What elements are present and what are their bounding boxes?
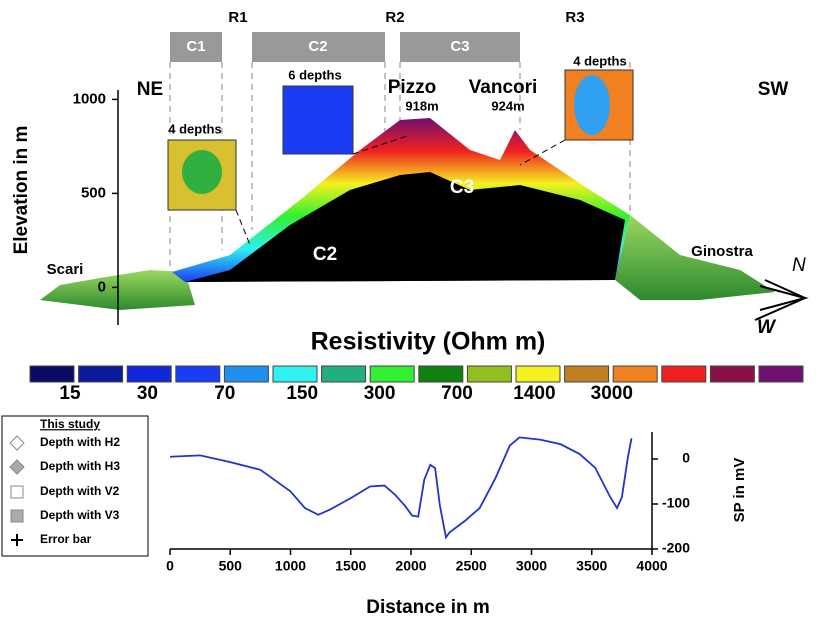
x-tick-label: 3000 [516, 558, 547, 574]
x-axis-title: Distance in m [366, 597, 490, 618]
legend-symbol [10, 509, 24, 523]
profile-bar [170, 32, 222, 62]
colorbar-title: Resistivity (Ohm m) [311, 328, 546, 356]
profile-bar [252, 32, 385, 62]
sp-chart: Distance in m SP in mV 0 500 1000 1500 2000 2… [166, 432, 748, 618]
profile-marker: R2 [385, 9, 404, 26]
y-tick-label: -100 [662, 495, 690, 511]
color-swatch [418, 365, 464, 383]
y-axis-title: SP in mV [731, 458, 748, 523]
profile-bars: C1 C2 C3 R1 R2 R3 [169, 9, 631, 270]
terrain: C2 C3 [40, 118, 775, 310]
color-swatch [466, 365, 512, 383]
y-tick-label: 0 [98, 278, 106, 295]
legend-symbol [9, 459, 25, 475]
profile-marker: R1 [228, 9, 247, 26]
legend-entry: Depth with V3 [40, 508, 120, 522]
legend-box [1, 415, 149, 557]
peak-name: Pizzo [388, 77, 437, 98]
inset-blob [574, 75, 610, 135]
flank [615, 215, 775, 300]
colorbar-label: 700 [441, 383, 473, 404]
x-tick-label: 4000 [636, 558, 667, 574]
legend-entry: Error bar [40, 532, 92, 546]
colorbar-label: 30 [137, 383, 158, 404]
color-swatch [78, 365, 124, 383]
legend: This study Depth with H2 Depth with H3 D… [1, 415, 149, 557]
sp-line [169, 436, 633, 540]
color-swatch [321, 365, 367, 383]
x-tick-label: 0 [166, 558, 174, 574]
inset-label: 4 depths [168, 121, 221, 136]
colorbar-label: 70 [214, 383, 235, 404]
x-tick-label: 3500 [576, 558, 607, 574]
profile-label: C1 [186, 38, 205, 55]
colorbar-label: 15 [59, 383, 81, 404]
compass-label: N [792, 255, 806, 276]
inset-label: 4 depths [573, 53, 626, 68]
color-swatch [709, 365, 755, 383]
place-label: Ginostra [691, 243, 753, 260]
color-swatch [612, 365, 658, 383]
compass-label: W [757, 317, 777, 338]
inset-label: 6 depths [288, 67, 341, 82]
colorbar-label: 1400 [513, 383, 555, 404]
color-swatch [29, 365, 75, 383]
colorbar-label: 150 [286, 383, 318, 404]
color-swatch [515, 365, 561, 383]
x-tick-label: 1500 [335, 558, 366, 574]
profile-marker: R3 [565, 9, 584, 26]
y-tick-label: 0 [682, 450, 690, 466]
x-tick-label: 1000 [275, 558, 306, 574]
elevation-axis: Elevation in m 0 500 1000 [11, 90, 119, 325]
legend-title: This study [40, 417, 100, 431]
peak-elevation: 924m [491, 98, 524, 113]
x-tick-label: 2000 [395, 558, 426, 574]
color-swatch [369, 365, 415, 383]
legend-entry: Depth with V2 [40, 484, 120, 498]
structure-label: C3 [450, 177, 474, 198]
color-swatch [564, 365, 610, 383]
color-swatch [758, 365, 804, 383]
color-swatch [661, 365, 707, 383]
legend-entry: Depth with H2 [40, 435, 120, 449]
color-swatch [272, 365, 318, 383]
legend-symbol [11, 534, 23, 546]
y-tick-label: -200 [662, 540, 690, 556]
structure-label: C2 [313, 244, 337, 265]
conductive-body [185, 172, 625, 282]
place-label: Scari [47, 261, 84, 278]
color-swatch [126, 365, 172, 383]
axis-title: Elevation in m [11, 126, 32, 255]
end-label: NE [137, 79, 163, 100]
profile-label: C3 [450, 38, 469, 55]
y-tick-label: 500 [81, 184, 106, 201]
inset [282, 85, 354, 155]
legend-entry: Depth with H3 [40, 459, 120, 473]
profile-label: C2 [308, 38, 327, 55]
y-tick-label: 1000 [73, 90, 106, 107]
colorbar-label: 3000 [591, 383, 633, 404]
colorbar: Resistivity (Ohm m) 15 30 70 150 300 700 1400 3… [29, 328, 804, 404]
insets: 4 depths 6 depths 4 depths [167, 53, 634, 246]
x-tick-label: 500 [219, 558, 243, 574]
color-swatch [175, 365, 221, 383]
profile-bar [400, 32, 520, 62]
x-tick-label: 2500 [456, 558, 487, 574]
colorbar-label: 300 [364, 383, 396, 404]
legend-symbol [10, 485, 24, 499]
color-swatch [223, 365, 269, 383]
end-label: SW [758, 79, 789, 100]
inset-blob [182, 150, 222, 194]
peak-elevation: 918m [405, 98, 438, 113]
legend-symbol [9, 435, 25, 451]
peak-name: Vancori [469, 77, 538, 98]
compass: N W [754, 255, 809, 338]
